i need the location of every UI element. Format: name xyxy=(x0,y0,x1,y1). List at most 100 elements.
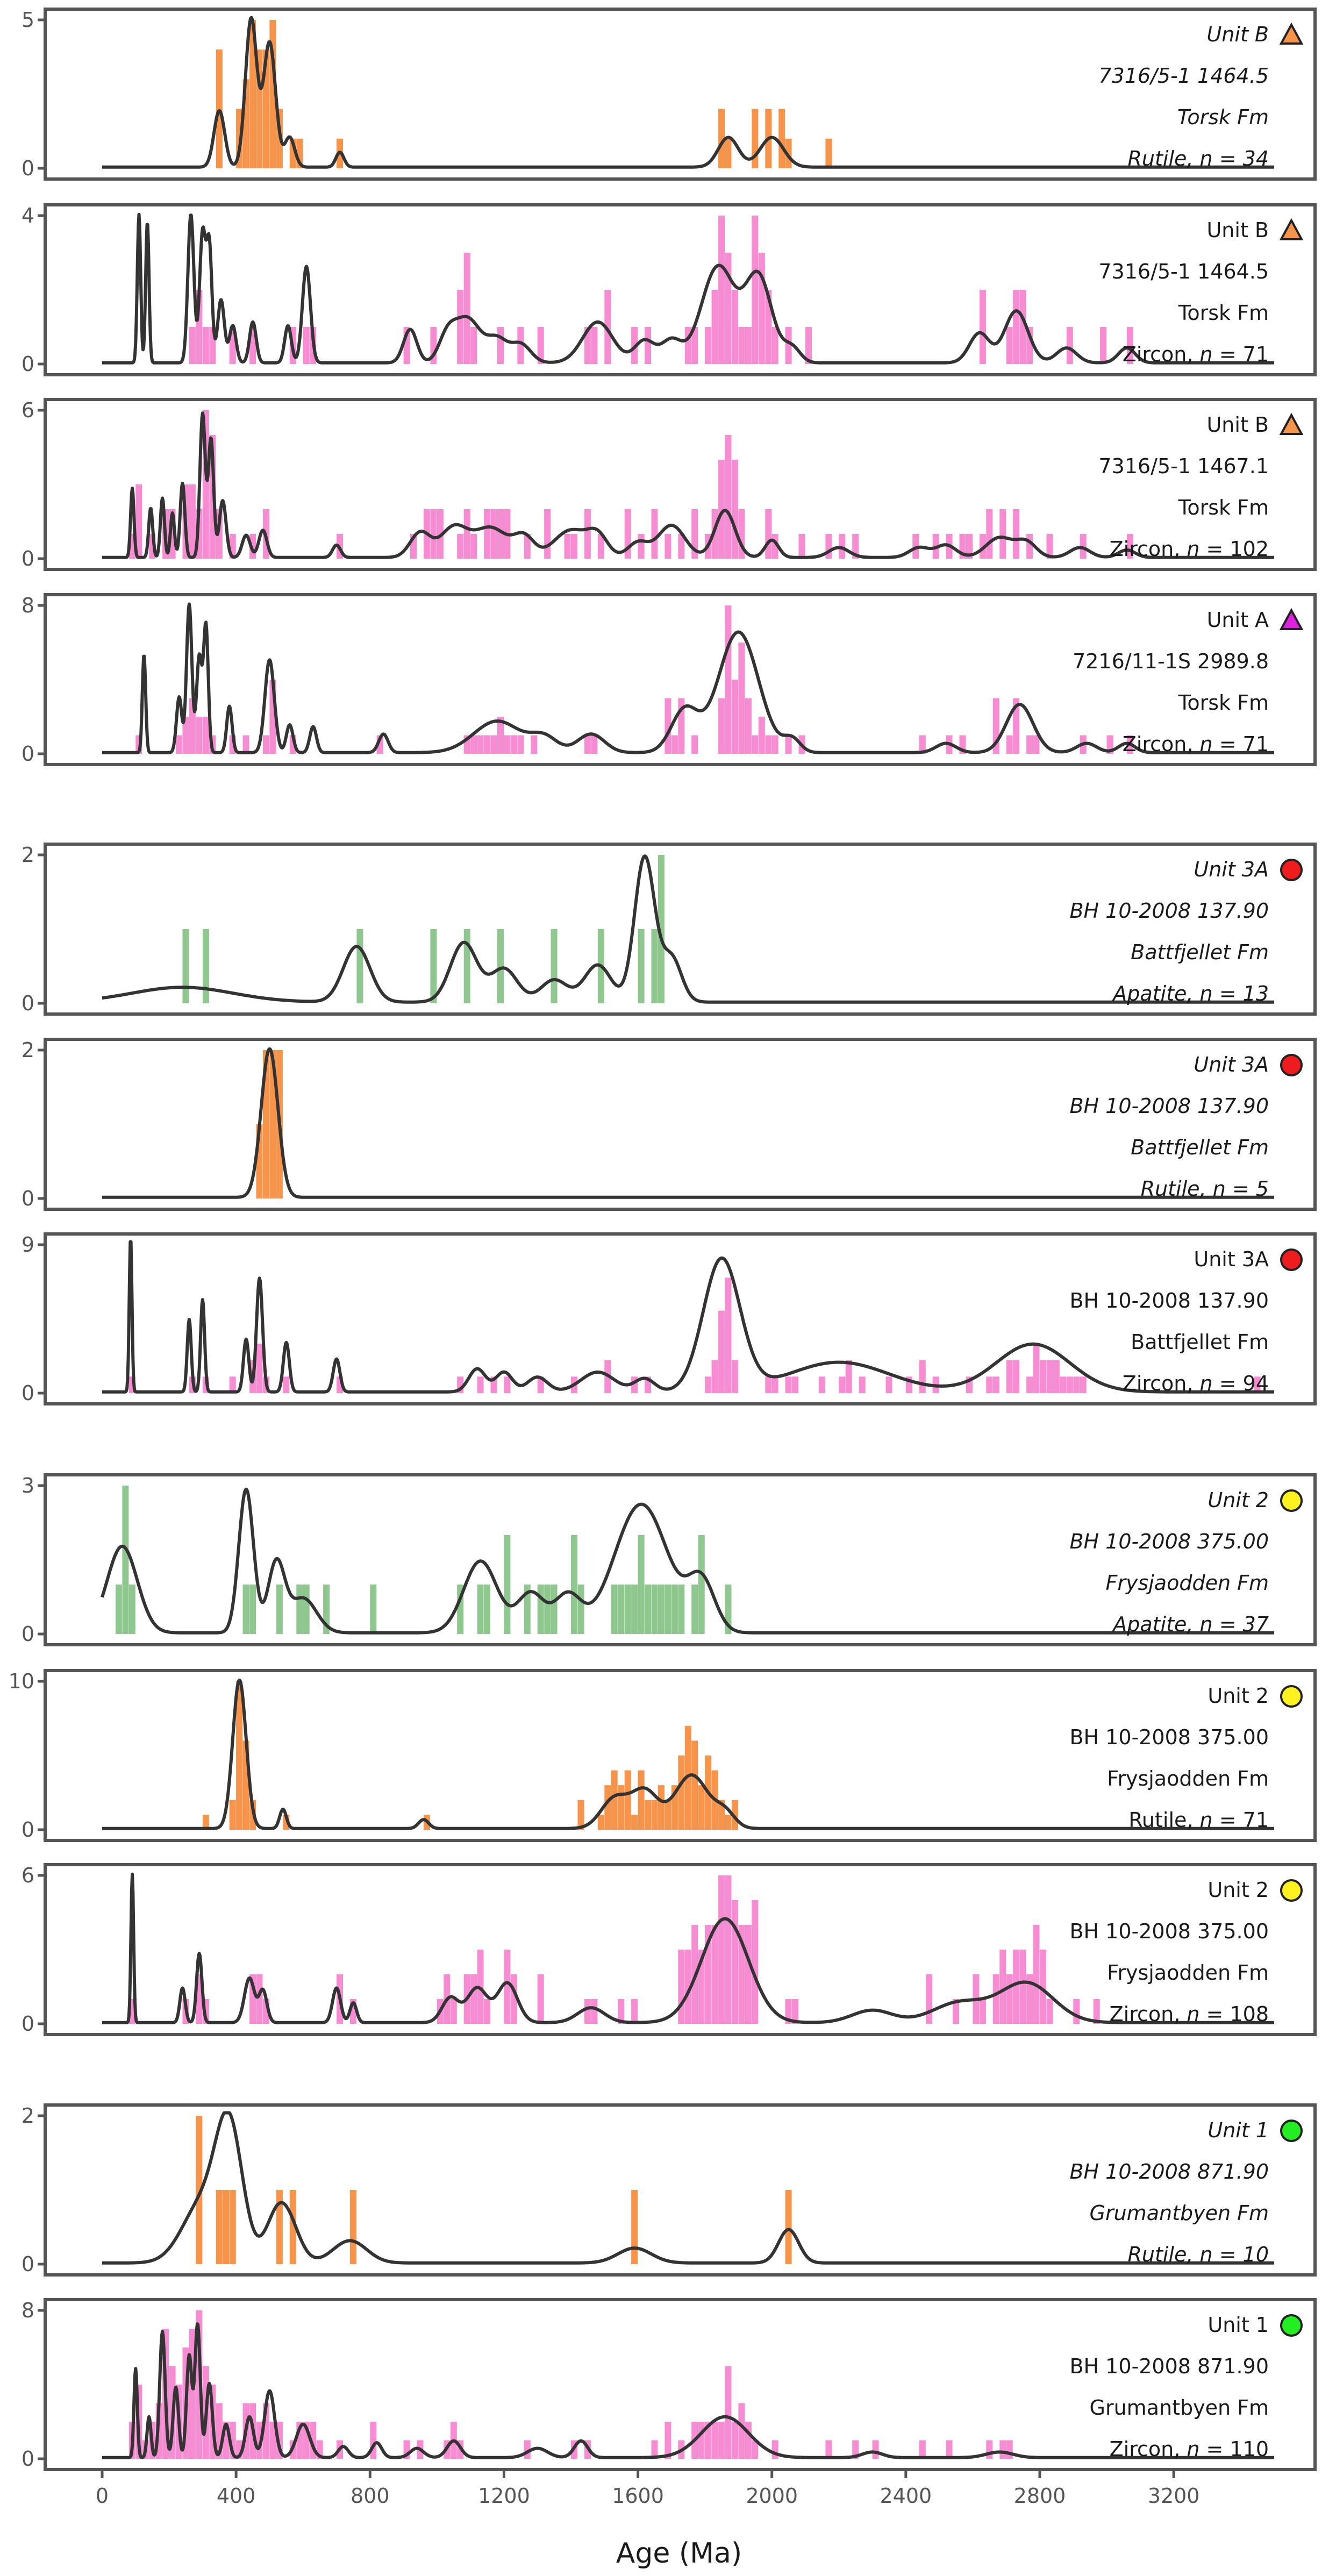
panel-sample-label: BH 10-2008 871.90 xyxy=(1069,2354,1269,2378)
panel-sample-label: BH 10-2008 375.00 xyxy=(1069,1919,1269,1943)
panel-frame xyxy=(44,8,1317,181)
histogram-bar xyxy=(752,1900,759,2024)
histogram-bar xyxy=(798,534,805,559)
histogram-bar xyxy=(470,534,477,559)
histogram-bar xyxy=(1073,1999,1080,2024)
histogram-bar xyxy=(618,1785,625,1830)
histogram-bar xyxy=(470,327,477,364)
panel-3: 0 6 Unit B 7316/5-1 1467.1 Torsk Fm Zircon, n… xyxy=(22,398,1317,571)
histogram-bar xyxy=(611,1770,618,1830)
histogram-bar xyxy=(223,2190,230,2264)
histogram-bar xyxy=(651,2440,658,2459)
histogram-bar xyxy=(1013,1950,1020,2024)
panel-sample-label: BH 10-2008 137.90 xyxy=(1069,1289,1269,1312)
histogram-bar xyxy=(638,1535,645,1634)
panel-sample-label: Frysjaodden Fm xyxy=(1107,1961,1269,1985)
x-tick-label: 1200 xyxy=(478,2484,530,2508)
circle-marker-icon xyxy=(1280,1248,1303,1271)
histogram-bar xyxy=(684,1950,691,2024)
histogram-bar xyxy=(765,1376,772,1393)
histogram-bar xyxy=(651,1585,658,1634)
histogram-bar xyxy=(249,1585,256,1634)
histogram-bar xyxy=(885,1376,892,1393)
histogram-bar xyxy=(691,735,698,754)
panel-frame xyxy=(44,1473,1317,1646)
panel-sample-label: Frysjaodden Fm xyxy=(1107,1767,1269,1790)
histogram-bar xyxy=(490,509,497,559)
histogram-bar xyxy=(484,735,491,754)
kde-curve xyxy=(101,1240,1275,1394)
histogram-bar xyxy=(658,1585,665,1634)
x-tick-label: 400 xyxy=(217,2484,256,2508)
y-tick-label: 6 xyxy=(22,1864,34,1887)
histogram-bar xyxy=(1006,327,1013,364)
histogram-bar xyxy=(785,138,792,168)
histogram-bar xyxy=(591,1999,598,2024)
histogram-bar xyxy=(839,1376,846,1393)
histogram-bar xyxy=(182,929,189,1003)
panel-unit-label: Unit 2 xyxy=(1208,1878,1269,1902)
histogram-bar xyxy=(1066,1376,1073,1393)
histogram-bar xyxy=(752,216,759,364)
panel-sample-label: BH 10-2008 375.00 xyxy=(1069,1725,1269,1749)
histogram-bar xyxy=(671,1585,678,1634)
circle-marker-icon xyxy=(1280,1879,1303,1902)
panel-sample-label: Battfjellet Fm xyxy=(1131,940,1269,964)
panel-5: 0 2 Unit 3A BH 10-2008 137.90 Battfjellet Fm… xyxy=(22,843,1317,1016)
histogram-bar xyxy=(711,2422,718,2459)
kde-curve xyxy=(101,1872,1275,2024)
panel-sample-label: 7216/11-1S 2989.8 xyxy=(1073,650,1269,673)
x-tick-label: 2000 xyxy=(746,2484,798,2508)
histogram-bar xyxy=(725,2366,732,2459)
kde-curve xyxy=(101,2322,1275,2459)
histogram-bar xyxy=(1126,327,1133,364)
panel-mineral-count: Zircon, n = 71 xyxy=(1123,342,1269,366)
histogram-bar xyxy=(678,1585,685,1634)
y-tick-label: 2 xyxy=(22,843,34,867)
histogram-bar xyxy=(1013,509,1020,559)
histogram-bar xyxy=(986,509,993,559)
histogram-bar xyxy=(738,327,745,364)
histogram-bar xyxy=(517,735,524,754)
kde-curve xyxy=(101,2111,1275,2265)
histogram-bar xyxy=(825,2440,832,2459)
triangle-marker-icon xyxy=(1279,22,1304,45)
panel-frame xyxy=(44,593,1317,766)
histogram-bar xyxy=(242,735,249,754)
y-tick-label: 5 xyxy=(22,8,34,32)
histogram-bar xyxy=(752,2440,759,2459)
circle-marker-icon xyxy=(1280,859,1303,881)
histogram-bar xyxy=(571,1535,577,1634)
histogram-bar xyxy=(651,929,658,1003)
histogram-bar xyxy=(537,1974,544,2024)
histogram-bar xyxy=(852,2440,859,2459)
y-tick-label: 3 xyxy=(22,1474,34,1497)
panel-6: 0 2 Unit 3A BH 10-2008 137.90 Battfjellet Fm… xyxy=(22,1038,1317,1211)
histogram-bar xyxy=(919,735,926,754)
histogram-bar xyxy=(477,1376,484,1393)
histogram-bar xyxy=(1254,1376,1261,1393)
histogram-bar xyxy=(711,1925,718,2024)
histogram-bar xyxy=(946,2440,953,2459)
panel-unit-label: Unit 3A xyxy=(1194,1053,1269,1076)
panel-frame xyxy=(44,1232,1317,1405)
panel-sample-label: BH 10-2008 871.90 xyxy=(1069,2160,1269,2183)
histogram-bar xyxy=(504,1376,511,1393)
x-tick-label: 2800 xyxy=(1014,2484,1066,2508)
panel-frame xyxy=(44,1669,1317,1842)
histogram-bar xyxy=(631,1585,638,1634)
panel-12: 0 8 Unit 1 BH 10-2008 871.90 Grumantbyen Fm Z… xyxy=(22,2298,1317,2471)
histogram-bar xyxy=(256,1974,263,2024)
histogram-bar xyxy=(705,1376,712,1393)
histogram-bar xyxy=(202,1815,209,1830)
histogram-bar xyxy=(1026,534,1033,559)
y-tick-label: 4 xyxy=(22,204,34,227)
histogram-bar xyxy=(725,605,732,754)
histogram-bar xyxy=(229,2190,236,2264)
histogram-bar xyxy=(698,2422,705,2459)
histogram-bar xyxy=(236,1681,243,1830)
histogram-bar xyxy=(504,1950,511,2024)
panel-mineral-count: Zircon, n = 110 xyxy=(1110,2437,1269,2461)
histogram-bar xyxy=(1026,1974,1033,2024)
panel-4: 0 8 Unit A 7216/11-1S 2989.8 Torsk Fm Zircon,… xyxy=(22,593,1317,766)
